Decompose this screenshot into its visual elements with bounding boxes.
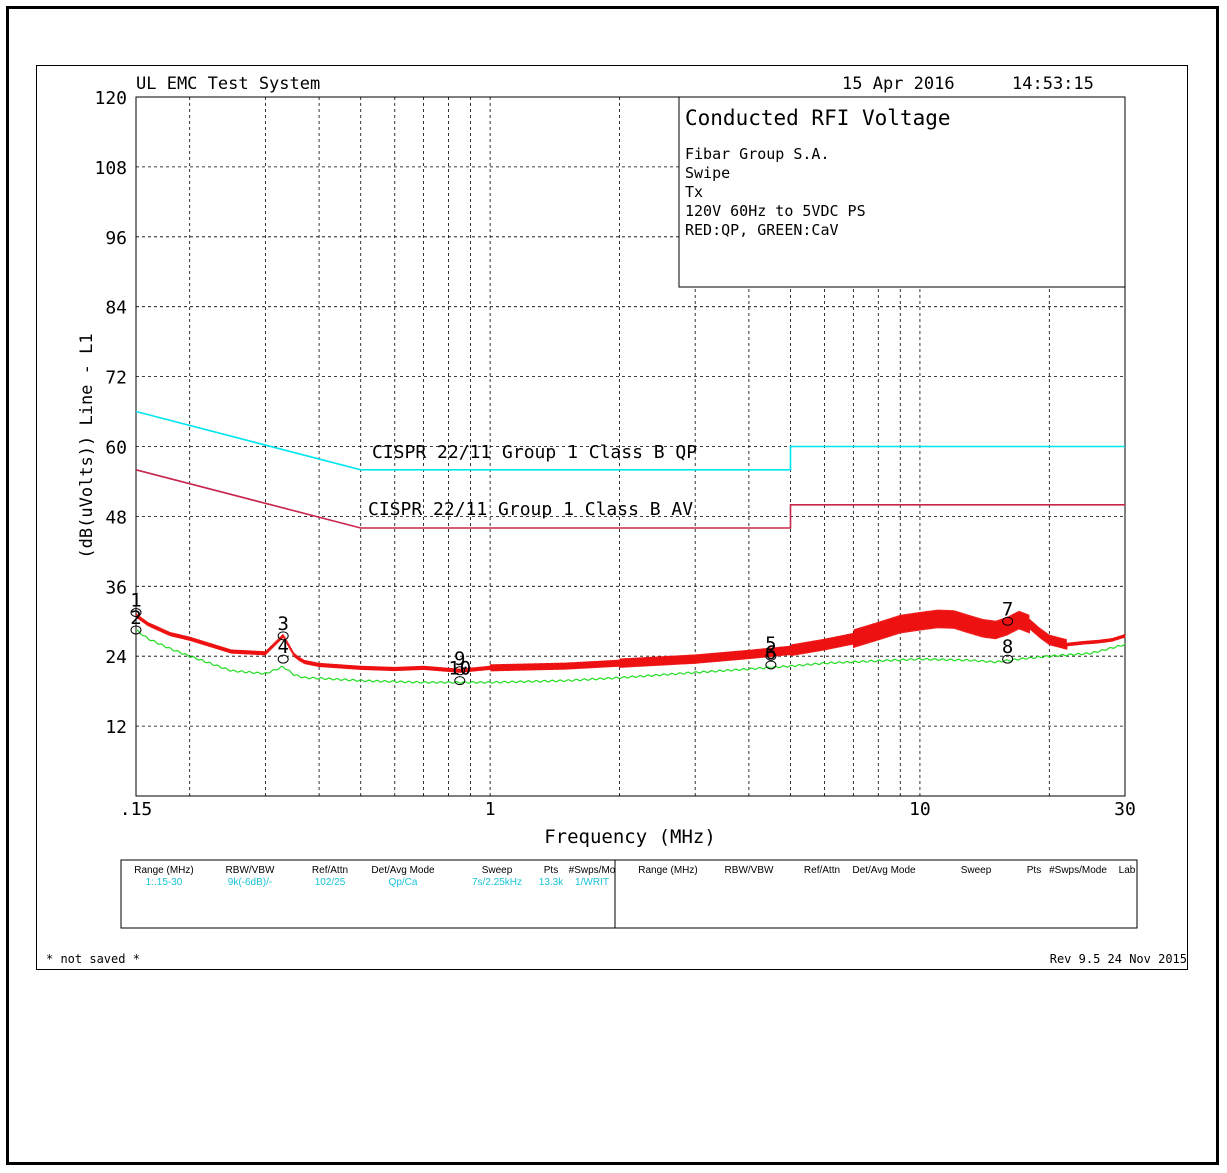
y-tick-label: 48 <box>105 507 127 528</box>
y-tick-label: 60 <box>105 438 127 459</box>
settings-value-left: 1:.15-30 <box>146 877 183 888</box>
report-frame <box>36 65 1188 970</box>
settings-header-left: Pts <box>544 865 558 876</box>
revision-info: Rev 9.5 24 Nov 2015 <box>1050 952 1187 966</box>
marker-9-label: 9 <box>454 648 465 670</box>
x-tick-label: 10 <box>909 799 931 820</box>
settings-value-left: 7s/2.25kHz <box>472 877 522 888</box>
save-status: * not saved * <box>46 952 140 966</box>
av-limit-label: CISPR 22/11 Group 1 Class B AV <box>368 499 693 520</box>
marker-3-symbol <box>277 631 289 641</box>
trace-qp_trace <box>135 609 1126 673</box>
report-time: 14:53:15 <box>1012 74 1094 94</box>
grid <box>136 97 1125 796</box>
marker-group: 12 34 910 56 7 8 <box>130 590 1014 686</box>
trace-cav_trace <box>135 629 1126 684</box>
settings-value-left: 1/WRIT <box>575 877 609 888</box>
settings-header-right: RBW/VBW <box>725 865 774 876</box>
settings-header-left: Sweep <box>482 865 513 876</box>
marker-3-label: 3 <box>277 613 288 635</box>
marker-5-label: 5 <box>765 633 776 655</box>
settings-value-left: 13.3k <box>539 877 564 888</box>
info-line-legend: RED:QP, GREEN:CaV <box>685 221 839 239</box>
y-axis-ticks: 12 24 36 48 60 72 84 96 108 120 <box>94 88 127 738</box>
info-line-product: Swipe <box>685 164 730 182</box>
marker-10-symbol <box>454 676 466 686</box>
qp-limit-label: CISPR 22/11 Group 1 Class B QP <box>372 442 697 463</box>
x-tick-label: 1 <box>485 799 496 820</box>
settings-header-left: #Swps/Mo <box>569 865 616 876</box>
marker-1-label: 1 <box>130 590 141 612</box>
info-line-mode: Tx <box>685 183 703 201</box>
settings-header-right: Det/Avg Mode <box>852 865 916 876</box>
y-axis-title: (dB(uVolts)) Line - L1 <box>77 333 97 558</box>
x-tick-label: .15 <box>120 799 153 820</box>
report-date: 15 Apr 2016 <box>842 74 955 94</box>
settings-header-right: Lab <box>1119 865 1136 876</box>
x-axis-ticks: .15 1 10 30 <box>120 799 1136 820</box>
x-tick-label: 30 <box>1114 799 1136 820</box>
y-tick-label: 24 <box>105 647 127 668</box>
marker-10-label: 10 <box>448 658 471 680</box>
marker-5-symbol <box>765 651 777 661</box>
settings-header-left: RBW/VBW <box>226 865 275 876</box>
settings-header-right: Range (MHz) <box>638 865 697 876</box>
marker-8-symbol <box>1002 654 1014 664</box>
marker-1-symbol <box>130 608 142 618</box>
marker-6-label: 6 <box>765 642 776 664</box>
y-tick-label: 96 <box>105 228 127 249</box>
limit-line-3 <box>135 469 1125 529</box>
y-tick-label: 108 <box>94 158 127 179</box>
settings-header-right: #Swps/Mode <box>1049 865 1107 876</box>
series-group <box>135 410 1126 684</box>
marker-4-label: 4 <box>277 636 288 658</box>
info-line-company: Fibar Group S.A. <box>685 145 830 163</box>
settings-header-right: Sweep <box>961 865 992 876</box>
y-tick-label: 72 <box>105 368 127 389</box>
settings-header-left: Range (MHz) <box>134 865 193 876</box>
settings-header-right: Ref/Attn <box>804 865 840 876</box>
y-tick-label: 84 <box>105 298 127 319</box>
page-border <box>6 6 1219 1165</box>
y-tick-label: 36 <box>105 577 127 598</box>
marker-7-symbol <box>1002 616 1014 626</box>
marker-9-symbol <box>454 666 466 676</box>
limit-line-2 <box>135 410 1125 471</box>
settings-header-left: Det/Avg Mode <box>371 865 435 876</box>
marker-6-symbol <box>765 660 777 670</box>
marker-8-label: 8 <box>1002 636 1013 658</box>
settings-content: Range (MHz) RBW/VBW Ref/Attn Det/Avg Mode Sw… <box>134 865 1136 888</box>
settings-header-left: Ref/Attn <box>312 865 348 876</box>
info-line-power: 120V 60Hz to 5VDC PS <box>685 202 866 220</box>
settings-value-left: 9k(-6dB)/- <box>228 877 272 888</box>
settings-value-left: Qp/Ca <box>389 877 418 888</box>
marker-7-label: 7 <box>1002 598 1013 620</box>
settings-header-right: Pts <box>1027 865 1041 876</box>
settings-value-left: 102/25 <box>315 877 346 888</box>
x-axis-title: Frequency (MHz) <box>544 826 716 848</box>
marker-2-label: 2 <box>130 607 141 629</box>
info-title: Conducted RFI Voltage <box>685 106 951 130</box>
settings-table <box>120 859 1138 929</box>
marker-4-symbol <box>277 654 289 664</box>
y-tick-label: 120 <box>94 88 127 109</box>
marker-2-symbol <box>130 625 142 635</box>
system-name: UL EMC Test System <box>136 74 320 94</box>
info-box <box>678 96 1126 288</box>
y-tick-label: 12 <box>105 717 127 738</box>
